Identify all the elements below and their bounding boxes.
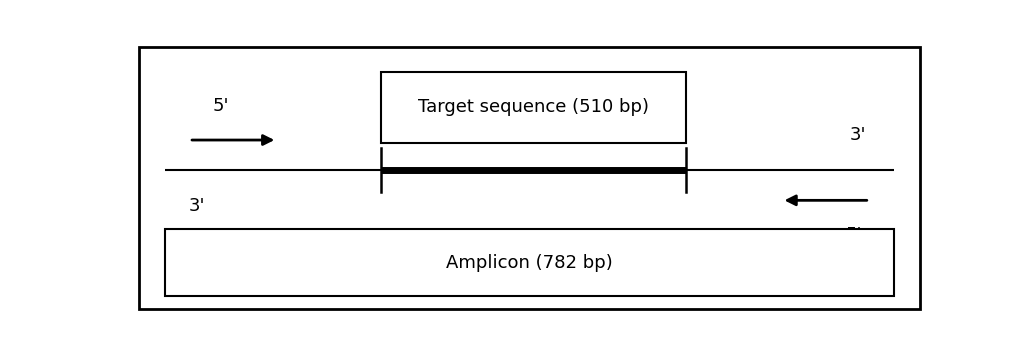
Text: 5': 5' [845,226,862,244]
FancyBboxPatch shape [165,229,894,296]
Text: Target sequence (510 bp): Target sequence (510 bp) [418,98,649,116]
Text: Amplicon (782 bp): Amplicon (782 bp) [446,254,613,272]
Text: 3': 3' [189,197,206,215]
FancyBboxPatch shape [381,72,686,143]
Text: 3': 3' [849,126,866,143]
Text: 5': 5' [213,97,229,115]
